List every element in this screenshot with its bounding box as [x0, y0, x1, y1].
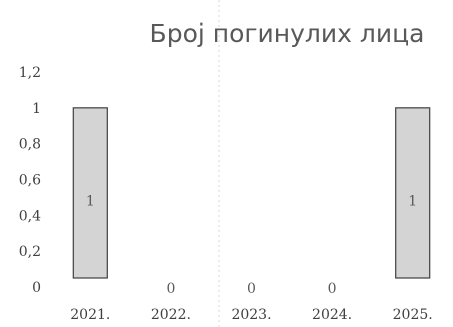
data-label: 0	[328, 281, 337, 297]
y-tick-label: 0,4	[19, 208, 41, 224]
x-category-label: 2023.	[231, 307, 271, 323]
data-label: 1	[408, 193, 417, 209]
x-axis-category-labels: 2021. 2022. 2023. 2024. 2025.	[70, 307, 432, 323]
x-category-label: 2021.	[70, 307, 110, 323]
x-category-label: 2022.	[151, 307, 191, 323]
data-label: 0	[166, 281, 175, 297]
x-category-label: 2025.	[393, 307, 433, 323]
y-axis-tick-labels: 0 0,2 0,4 0,6 0,8 1 1,2	[19, 65, 41, 296]
data-labels: 1 0 0 0 1	[86, 193, 417, 297]
y-tick-label: 1,2	[19, 65, 41, 81]
y-tick-label: 0,8	[19, 137, 41, 153]
y-tick-label: 1	[32, 101, 41, 117]
bar	[395, 107, 431, 279]
y-tick-label: 0,6	[19, 173, 41, 189]
x-category-label: 2024.	[312, 307, 352, 323]
data-label: 1	[86, 193, 95, 209]
y-tick-label: 0	[32, 280, 41, 296]
data-label: 0	[247, 281, 256, 297]
y-tick-label: 0,2	[19, 244, 41, 260]
bar	[72, 107, 108, 279]
bars	[72, 107, 431, 279]
chart-title: Број погинулих лица	[150, 19, 425, 48]
